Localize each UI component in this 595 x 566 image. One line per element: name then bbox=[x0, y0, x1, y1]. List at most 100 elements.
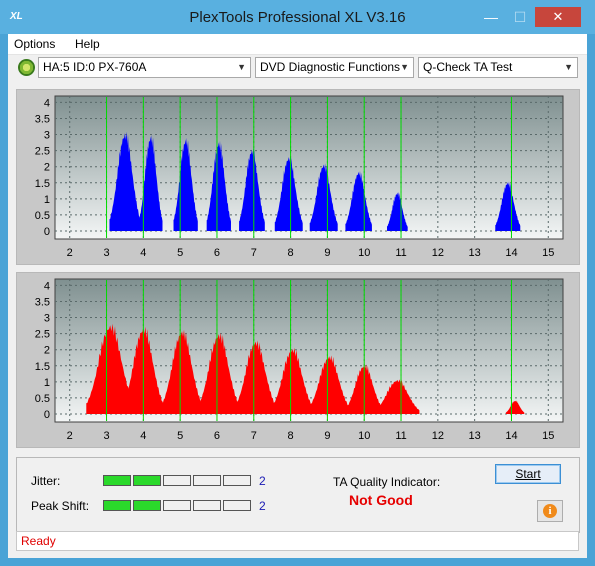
client-area: Options Help HA:5 ID:0 PX-760A ▼ DVD Dia… bbox=[8, 34, 587, 558]
title-bar[interactable]: XL PlexTools Professional XL V3.16 — ☐ ✕ bbox=[0, 0, 595, 34]
peak-area bbox=[387, 191, 408, 231]
lower-graph-panel: 0 0.5 1 1.5 2 2.5 3 3.5 4 2 3 4 5 6 7 8 9 10 11 12 13 14 15 bbox=[16, 272, 580, 448]
jitter-label: Jitter: bbox=[31, 474, 61, 488]
y-tick-label: 2 bbox=[44, 162, 50, 174]
x-tick-label: 3 bbox=[103, 247, 109, 259]
y-tick-label: 1 bbox=[44, 194, 50, 206]
info-button[interactable]: i bbox=[537, 500, 563, 522]
x-tick-label: 12 bbox=[432, 247, 444, 259]
chevron-down-icon: ▼ bbox=[237, 62, 246, 72]
x-tick-label: 9 bbox=[324, 430, 330, 442]
y-tick-label: 2.5 bbox=[35, 146, 50, 158]
y-tick-label: 1.5 bbox=[35, 178, 50, 190]
x-tick-label: 11 bbox=[395, 430, 406, 442]
function-select[interactable]: DVD Diagnostic Functions ▼ bbox=[255, 57, 414, 78]
x-tick-label: 12 bbox=[432, 430, 444, 442]
menu-help[interactable]: Help bbox=[75, 37, 100, 51]
y-tick-label: 0 bbox=[44, 226, 50, 238]
y-tick-label: 4 bbox=[44, 97, 50, 109]
jitter-segment bbox=[223, 475, 251, 486]
peak-area bbox=[309, 355, 350, 414]
x-tick-label: 7 bbox=[251, 430, 257, 442]
x-tick-label: 15 bbox=[542, 247, 554, 259]
x-tick-label: 13 bbox=[469, 247, 481, 259]
peak-area bbox=[173, 137, 198, 231]
y-tick-label: 1 bbox=[44, 377, 50, 389]
chevron-down-icon: ▼ bbox=[564, 62, 573, 72]
peak-area bbox=[375, 379, 420, 414]
peak-area bbox=[345, 170, 372, 231]
results-panel: Jitter: 2 Peak Shift: 2 TA Quality Indic… bbox=[16, 457, 580, 533]
y-tick-label: 3 bbox=[44, 130, 50, 142]
drive-select-value: HA:5 ID:0 PX-760A bbox=[43, 60, 147, 74]
chevron-down-icon: ▼ bbox=[400, 62, 409, 72]
peak-shift-segment bbox=[103, 500, 131, 511]
peak-area bbox=[495, 181, 521, 231]
x-tick-label: 8 bbox=[288, 247, 294, 259]
menu-options[interactable]: Options bbox=[14, 37, 56, 51]
test-select[interactable]: Q-Check TA Test ▼ bbox=[418, 57, 578, 78]
status-bar: Ready bbox=[16, 531, 579, 551]
peak-area bbox=[309, 163, 338, 231]
peak-area bbox=[239, 148, 265, 231]
x-tick-label: 14 bbox=[505, 247, 517, 259]
peak-area bbox=[198, 332, 240, 414]
peak-shift-value: 2 bbox=[259, 499, 266, 513]
peak-area bbox=[109, 131, 141, 231]
x-tick-label: 6 bbox=[214, 247, 220, 259]
peak-area bbox=[235, 340, 276, 414]
jitter-value: 2 bbox=[259, 474, 266, 488]
function-select-value: DVD Diagnostic Functions bbox=[260, 60, 401, 74]
x-tick-label: 15 bbox=[542, 430, 554, 442]
ta-quality-value: Not Good bbox=[349, 492, 413, 508]
jitter-segment bbox=[163, 475, 191, 486]
x-tick-label: 4 bbox=[140, 430, 146, 442]
peak-shift-label: Peak Shift: bbox=[31, 499, 90, 513]
test-select-value: Q-Check TA Test bbox=[423, 60, 513, 74]
x-tick-label: 2 bbox=[67, 430, 73, 442]
y-tick-label: 4 bbox=[44, 280, 50, 292]
x-tick-label: 6 bbox=[214, 430, 220, 442]
x-tick-label: 10 bbox=[358, 430, 370, 442]
y-tick-label: 0.5 bbox=[35, 210, 50, 222]
maximize-button[interactable]: ☐ bbox=[513, 9, 527, 25]
x-tick-label: 10 bbox=[358, 247, 370, 259]
close-button[interactable]: ✕ bbox=[535, 7, 581, 27]
y-tick-label: 3.5 bbox=[35, 113, 50, 125]
upper-graph-panel: 0 0.5 1 1.5 2 2.5 3 3.5 4 2 3 4 5 6 7 8 9 10 11 12 13 14 15 bbox=[16, 89, 580, 265]
upper-graph: 0 0.5 1 1.5 2 2.5 3 3.5 4 2 3 4 5 6 7 8 9 10 11 12 13 14 15 bbox=[35, 95, 564, 259]
disc-drive-icon bbox=[18, 59, 35, 76]
y-tick-label: 1.5 bbox=[35, 361, 50, 373]
peak-area bbox=[274, 155, 303, 231]
peak-area bbox=[138, 134, 163, 231]
x-tick-label: 7 bbox=[251, 247, 257, 259]
info-icon: i bbox=[543, 504, 557, 518]
minimize-button[interactable]: — bbox=[484, 9, 498, 25]
peak-area bbox=[272, 347, 313, 414]
x-tick-label: 5 bbox=[177, 430, 183, 442]
x-tick-label: 11 bbox=[395, 247, 406, 259]
window-title: PlexTools Professional XL V3.16 bbox=[189, 9, 406, 26]
lower-graph: 0 0.5 1 1.5 2 2.5 3 3.5 4 2 3 4 5 6 7 8 9 10 11 12 13 14 15 bbox=[35, 278, 564, 442]
x-tick-label: 13 bbox=[469, 430, 481, 442]
x-tick-label: 5 bbox=[177, 247, 183, 259]
peak-area bbox=[161, 329, 203, 414]
y-tick-label: 2 bbox=[44, 345, 50, 357]
start-button[interactable]: Start bbox=[495, 464, 561, 484]
x-tick-label: 3 bbox=[103, 430, 109, 442]
peak-shift-segment bbox=[163, 500, 191, 511]
peak-shift-segment bbox=[133, 500, 161, 511]
peak-area bbox=[206, 140, 231, 231]
menu-bar: Options Help bbox=[8, 34, 587, 55]
drive-select[interactable]: HA:5 ID:0 PX-760A ▼ bbox=[38, 57, 251, 78]
x-tick-label: 9 bbox=[324, 247, 330, 259]
jitter-segment bbox=[193, 475, 221, 486]
x-tick-label: 14 bbox=[505, 430, 517, 442]
y-tick-label: 3.5 bbox=[35, 296, 50, 308]
x-tick-label: 4 bbox=[140, 247, 146, 259]
x-tick-label: 2 bbox=[67, 247, 73, 259]
app-logo-icon: XL bbox=[10, 11, 23, 22]
y-tick-label: 3 bbox=[44, 313, 50, 325]
peak-area bbox=[86, 323, 135, 414]
